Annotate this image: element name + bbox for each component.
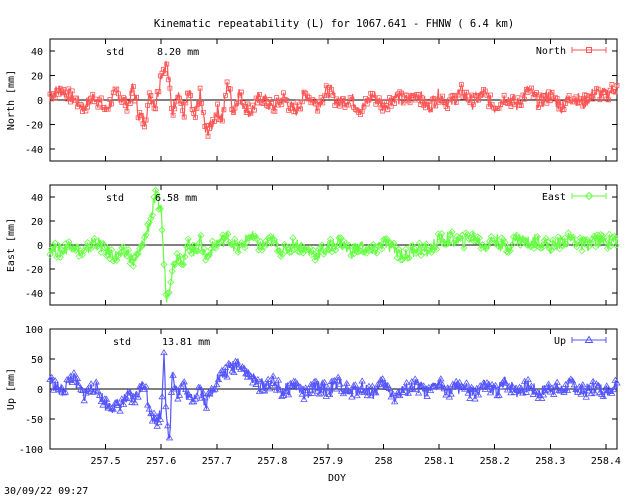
up-legend-marker (584, 335, 594, 343)
up-markers (46, 348, 621, 441)
x-tick-label: 258.2 (480, 456, 510, 467)
x-axis-label: DOY (328, 473, 346, 484)
east-std-label: std (106, 193, 124, 204)
north-std-label: std (106, 47, 124, 58)
timestamp: 30/09/22 09:27 (4, 486, 88, 496)
east-std-value: 6.58 mm (155, 193, 197, 204)
up-legend-label: Up (554, 336, 566, 347)
north-y-tick-label: 20 (31, 72, 43, 83)
east-y-tick-label: -20 (25, 265, 43, 276)
x-tick-label: 258.4 (591, 456, 621, 467)
x-tick-label: 257.5 (91, 456, 121, 467)
north-legend-label: North (536, 46, 566, 57)
east-markers (46, 186, 620, 299)
x-tick-label: 257.9 (313, 456, 343, 467)
north-markers (47, 61, 620, 139)
x-tick-label: 258.3 (535, 456, 565, 467)
up-y-axis-label: Up [mm] (6, 368, 17, 410)
north-legend-marker (586, 47, 592, 53)
north-panel: -40 -20 0 20 40 North [mm] std 8.20 mm North (6, 38, 620, 162)
up-std-value: 13.81 mm (162, 337, 210, 348)
north-y-tick-label: -40 (25, 145, 43, 156)
up-y-tick-label: -50 (25, 415, 43, 426)
x-tick-label: 257.6 (146, 456, 176, 467)
north-std-value: 8.20 mm (157, 47, 199, 58)
x-tick-label: 258 (374, 456, 392, 467)
east-y-tick-label: -40 (25, 289, 43, 300)
east-y-tick-label: 20 (31, 217, 43, 228)
x-tick-label: 258.1 (424, 456, 454, 467)
east-legend-marker (584, 191, 594, 201)
up-panel: -100 -50 0 50 100 257.5 257.6 257.7 257.8 257.9 25… (6, 325, 621, 467)
chart-title: Kinematic repeatability (L) for 1067.641… (154, 18, 514, 30)
north-y-axis-label: North [mm] (6, 70, 17, 130)
east-series-line (49, 188, 618, 303)
up-y-tick-label: 100 (25, 325, 43, 336)
north-y-tick-label: -20 (25, 120, 43, 131)
up-std-label: std (113, 337, 131, 348)
up-y-tick-label: 50 (31, 355, 43, 366)
east-y-tick-label: 0 (37, 241, 43, 252)
east-series-markers (46, 186, 620, 299)
up-y-tick-label: 0 (37, 385, 43, 396)
north-y-tick-label: 40 (31, 47, 43, 58)
north-y-tick-label: 0 (37, 96, 43, 107)
up-y-tick-label: -100 (19, 445, 43, 456)
east-y-axis-label: East [mm] (6, 218, 17, 272)
x-tick-label: 257.7 (202, 456, 232, 467)
x-tick-label: 257.8 (257, 456, 287, 467)
east-legend-label: East (542, 192, 566, 203)
up-series-markers (46, 348, 621, 441)
up-series-line (49, 352, 618, 439)
east-y-tick-label: 40 (31, 193, 43, 204)
north-series-markers (47, 61, 620, 139)
east-panel: -40 -20 0 20 40 East [mm] std 6.58 mm East (6, 184, 620, 306)
